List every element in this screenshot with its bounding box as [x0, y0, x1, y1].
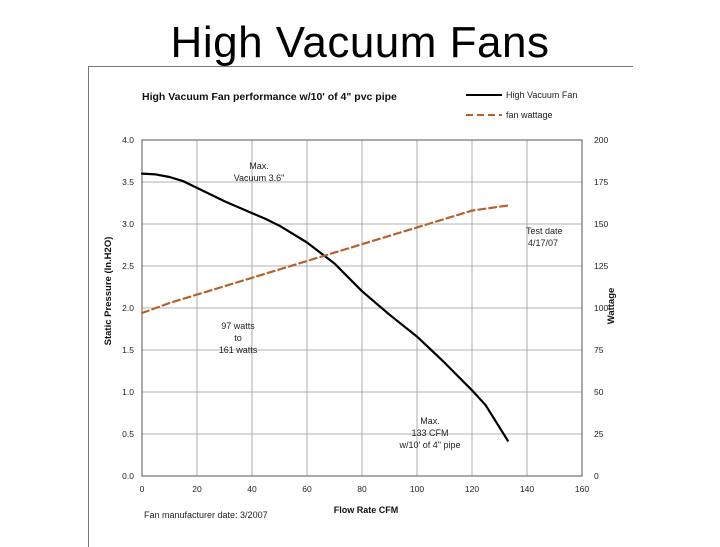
x-tick-label: 20 [192, 484, 202, 494]
y2-tick-label: 25 [594, 429, 604, 439]
y-tick-label: 1.0 [122, 387, 134, 397]
svg-text:4/17/07: 4/17/07 [528, 238, 558, 248]
chart-frame [88, 66, 633, 547]
annotation-line: 4/17/07 [528, 238, 558, 248]
y-tick-label: 3.0 [122, 219, 134, 229]
y-tick-label: 0.5 [122, 429, 134, 439]
svg-text:161 watts: 161 watts [219, 345, 258, 355]
x-tick-label: 0 [140, 484, 145, 494]
svg-text:Vacuum 3.6": Vacuum 3.6" [234, 173, 285, 183]
annotation-line: Test date [526, 226, 563, 236]
annotation-line: Max. [249, 161, 269, 171]
x-tick-label: 100 [410, 484, 424, 494]
annotation-max-vacuum: Max. Vacuum 3.6" [234, 161, 285, 183]
svg-text:Max.: Max. [420, 416, 440, 426]
grid [141, 139, 583, 477]
x-tick-label: 40 [247, 484, 257, 494]
annotation-test-date: Test date 4/17/07 [526, 226, 563, 248]
series-line-high-vacuum-fan [140, 172, 509, 442]
y2-tick-label: 125 [594, 261, 608, 271]
annotation-line: 97 watts [221, 321, 255, 331]
y2-tick-label: 200 [594, 135, 608, 145]
annotation-line: to [234, 333, 242, 343]
chart-title: High Vacuum Fan performance w/10' of 4" … [142, 91, 397, 103]
y-tick-label: 1.5 [122, 345, 134, 355]
y2-tick-label: 75 [594, 345, 604, 355]
plot-area-border [141, 139, 583, 477]
y-tick-label: 3.5 [122, 177, 134, 187]
svg-text:Test date: Test date [526, 226, 563, 236]
y-tick-label: 2.0 [122, 303, 134, 313]
x-tick-label: 60 [302, 484, 312, 494]
y2-tick-label: 0 [594, 471, 599, 481]
svg-text:133 CFM: 133 CFM [411, 428, 448, 438]
annotation-max-cfm: Max. 133 CFM w/10' of 4" pipe [399, 416, 461, 450]
slide-title: High Vacuum Fans [170, 18, 550, 67]
legend-label-high-vacuum-fan: High Vacuum Fan [506, 90, 577, 100]
series-line-fan-wattage [140, 204, 509, 315]
y-tick-label: 0.0 [122, 471, 134, 481]
svg-text:w/10' of 4" pipe: w/10' of 4" pipe [399, 440, 461, 450]
svg-text:to: to [234, 333, 242, 343]
x-tick-label: 140 [520, 484, 534, 494]
y2-tick-label: 175 [594, 177, 608, 187]
x-tick-label: 120 [465, 484, 479, 494]
annotation-line: w/10' of 4" pipe [399, 440, 461, 450]
svg-text:Max.: Max. [249, 161, 269, 171]
svg-text:97 watts: 97 watts [221, 321, 255, 331]
x-tick-label: 160 [575, 484, 589, 494]
footnote: Fan manufacturer date: 3/2007 [144, 510, 268, 520]
legend: High Vacuum Fan fan wattage [466, 90, 577, 120]
y-axis-label: Static Pressure (In.H2O) [103, 237, 114, 346]
y2-axis-label: Wattage [606, 288, 617, 325]
y2-tick-label: 50 [594, 387, 604, 397]
y2-tick-label: 150 [594, 219, 608, 229]
y-tick-label: 2.5 [122, 261, 134, 271]
y2-tick-label: 100 [594, 303, 608, 313]
legend-label-fan-wattage: fan wattage [506, 110, 553, 120]
x-tick-label: 80 [357, 484, 367, 494]
annotation-wattage-range: 97 watts to 161 watts [219, 321, 258, 355]
y-tick-label: 4.0 [122, 135, 134, 145]
series [140, 172, 509, 442]
annotation-line: Max. [420, 416, 440, 426]
annotation-line: 161 watts [219, 345, 258, 355]
axes: 0.0 0 0.5 25 1.0 50 1.5 75 2.0 100 2.5 125 3.0 150 3.5… [122, 135, 608, 494]
x-axis-label: Flow Rate CFM [334, 505, 399, 515]
annotation-line: Vacuum 3.6" [234, 173, 285, 183]
annotation-line: 133 CFM [411, 428, 448, 438]
